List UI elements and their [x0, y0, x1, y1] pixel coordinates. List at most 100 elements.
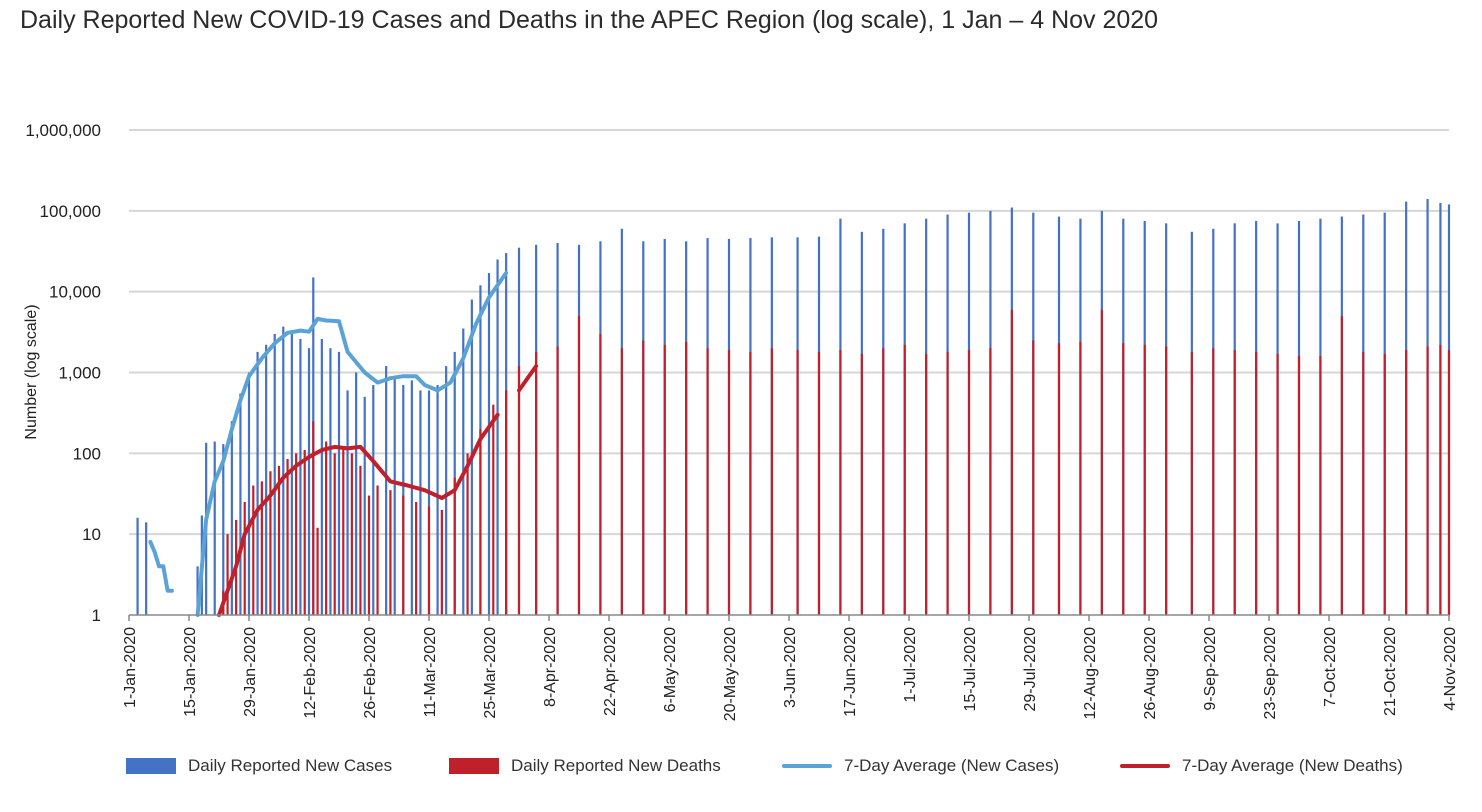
deaths-bar	[727, 349, 731, 615]
deaths-bar	[989, 348, 992, 615]
cases-avg-swatch	[782, 764, 832, 768]
deaths-bar	[946, 351, 949, 615]
deaths-bar	[1079, 341, 1082, 615]
x-tick-label: 25-Mar-2020	[482, 627, 499, 719]
cases-bar	[136, 517, 139, 615]
deaths-bar	[1362, 351, 1365, 615]
x-tick-label: 15-Jul-2020	[962, 627, 979, 712]
deaths-bar	[903, 344, 906, 615]
deaths-bar	[839, 349, 842, 615]
y-tick-label: 10,000	[49, 283, 101, 302]
x-tick-label: 6-May-2020	[662, 627, 679, 712]
deaths-bar	[505, 390, 508, 615]
x-tick-label: 3-Jun-2020	[782, 627, 799, 708]
cases-bar	[427, 390, 431, 615]
legend-item-deaths-avg: 7-Day Average (New Deaths)	[1120, 756, 1403, 776]
deaths-bar	[350, 453, 353, 615]
legend-label-deaths-bar: Daily Reported New Deaths	[511, 756, 721, 775]
cases-avg-line	[195, 271, 509, 617]
cases-bar	[307, 348, 311, 615]
deaths-bar	[1190, 351, 1193, 615]
x-tick-label: 29-Jul-2020	[1022, 627, 1039, 712]
cases-bar	[329, 348, 332, 615]
deaths-bar	[817, 351, 821, 615]
cases-bar	[265, 344, 268, 615]
deaths-bar	[453, 477, 456, 615]
legend-label-cases-bar: Daily Reported New Cases	[188, 756, 393, 775]
deaths-bar	[556, 346, 559, 615]
deaths-bar	[269, 471, 272, 615]
deaths-bar	[1100, 309, 1103, 615]
x-tick-label: 4-Nov-2020	[1442, 627, 1459, 711]
deaths-bar	[925, 353, 928, 615]
average-lines	[148, 271, 539, 617]
deaths-bar	[599, 333, 602, 615]
cases-bar-swatch	[126, 758, 176, 774]
legend: Daily Reported New Cases Daily Reported …	[0, 756, 1482, 782]
deaths-bar	[440, 509, 443, 615]
deaths-bar	[286, 459, 289, 615]
cases-bar	[273, 333, 276, 615]
x-tick-label: 12-Aug-2020	[1082, 627, 1099, 720]
cases-bar	[346, 390, 349, 615]
cases-bar	[145, 522, 148, 615]
deaths-bar	[517, 366, 521, 615]
x-tick-label: 26-Feb-2020	[362, 627, 379, 719]
grid-layer	[129, 129, 1449, 536]
deaths-bar	[1143, 344, 1146, 615]
deaths-bar-swatch	[449, 758, 499, 774]
x-tick-label: 9-Sep-2020	[1202, 627, 1219, 711]
deaths-bar	[376, 485, 379, 615]
deaths-bar	[415, 501, 418, 615]
deaths-bar	[1165, 346, 1168, 615]
deaths-bar	[243, 501, 246, 615]
cases-bar	[445, 366, 448, 615]
deaths-bar	[706, 348, 709, 615]
deaths-bar	[1255, 351, 1258, 615]
y-axis-ticks: 1 10 100 1,000 10,000 100,000 1,000,000	[25, 121, 101, 625]
deaths-bar	[367, 495, 371, 615]
x-tick-label: 12-Feb-2020	[302, 627, 319, 719]
y-tick-label: 100	[73, 444, 101, 463]
x-tick-label: 22-Apr-2020	[602, 627, 619, 716]
legend-label-cases-avg: 7-Day Average (New Cases)	[844, 756, 1060, 775]
deaths-bar	[402, 495, 405, 615]
deaths-bar	[252, 485, 255, 615]
x-tick-label: 8-Apr-2020	[542, 627, 559, 707]
legend-label-deaths-avg: 7-Day Average (New Deaths)	[1182, 756, 1403, 775]
deaths-bar	[685, 341, 688, 615]
cases-bar	[320, 338, 323, 615]
deaths-bar	[663, 344, 666, 615]
x-tick-label: 29-Jan-2020	[242, 627, 259, 717]
deaths-avg-line	[217, 412, 500, 617]
deaths-bar	[427, 506, 431, 615]
deaths-avg-swatch	[1120, 764, 1170, 768]
deaths-bar	[1319, 356, 1322, 615]
cases-bar	[385, 366, 388, 615]
x-tick-label: 26-Aug-2020	[1142, 627, 1159, 720]
x-tick-label: 21-Oct-2020	[1382, 627, 1399, 716]
x-tick-label: 1-Jan-2020	[122, 627, 139, 708]
deaths-bar	[226, 534, 229, 615]
deaths-bar	[882, 348, 885, 615]
y-axis-label: Number (log scale)	[23, 304, 40, 439]
deaths-bar	[389, 490, 392, 615]
deaths-bars	[222, 309, 1451, 615]
cases-bar	[410, 380, 413, 615]
deaths-bar	[1383, 353, 1386, 615]
cases-bar	[393, 376, 396, 615]
deaths-bar	[1405, 349, 1408, 615]
deaths-bar	[577, 315, 581, 615]
deaths-bar	[1439, 344, 1442, 615]
deaths-bar	[860, 353, 863, 615]
cases-bar	[213, 441, 216, 615]
deaths-bar	[1032, 340, 1035, 615]
deaths-bar	[1276, 353, 1279, 615]
cases-bar	[299, 338, 302, 615]
cases-bar	[230, 421, 233, 615]
deaths-bar	[1010, 309, 1013, 615]
deaths-bar	[295, 453, 298, 615]
legend-item-deaths-bar: Daily Reported New Deaths	[449, 756, 721, 776]
deaths-bar	[312, 421, 315, 615]
deaths-bar	[1340, 315, 1343, 615]
